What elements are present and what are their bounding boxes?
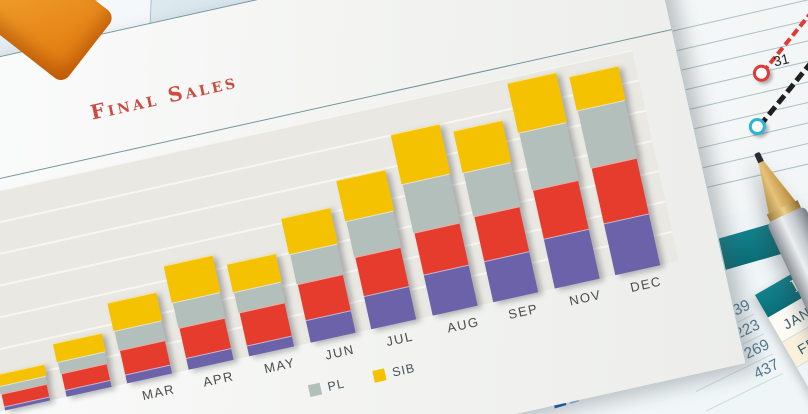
bar-segment-purple	[423, 264, 478, 316]
month-label-MAR: MAR	[140, 381, 177, 404]
bar-segment-purple	[484, 250, 539, 303]
month-label-SEP: SEP	[506, 300, 540, 323]
data-point-label: 31	[771, 50, 791, 70]
chart-title: Final Sales	[88, 68, 240, 125]
month-label-JUN: JUN	[323, 341, 356, 363]
bar-chart-sheet: Final Sales 0 MARAPRMAYJUNJULAUGSEPNOVDE…	[0, 0, 746, 414]
bar-MAY	[226, 253, 295, 357]
legend-swatch-SIB	[372, 368, 387, 383]
bar-APR	[162, 254, 234, 370]
month-label-DEC: DEC	[628, 273, 664, 296]
month-label-AUG: AUG	[445, 313, 481, 336]
gridline	[691, 88, 808, 151]
legend-swatch-PL	[307, 382, 323, 398]
bar-segment-purple	[543, 229, 600, 289]
month-label-MAY: MAY	[262, 354, 297, 377]
bar-segment-PL	[577, 100, 638, 169]
gridline	[664, 0, 808, 34]
legend-label: PL	[326, 376, 347, 394]
gridline	[686, 69, 808, 131]
bar-segment-red	[591, 158, 649, 223]
legend-item-PL: PL	[307, 376, 347, 398]
bar-col1	[52, 332, 112, 397]
month-label-NOV: NOV	[567, 286, 603, 309]
bar-segment-purple	[603, 213, 661, 276]
bar-segment-PL	[518, 122, 579, 190]
legend-label: SIB	[390, 360, 417, 380]
bar-JUN	[280, 207, 356, 343]
month-label-APR: APR	[201, 368, 236, 390]
bar-MAR	[107, 292, 173, 384]
legend-item-SIB: SIB	[372, 360, 417, 384]
month-label-JUL: JUL	[384, 328, 415, 350]
bar-col0	[0, 363, 51, 411]
